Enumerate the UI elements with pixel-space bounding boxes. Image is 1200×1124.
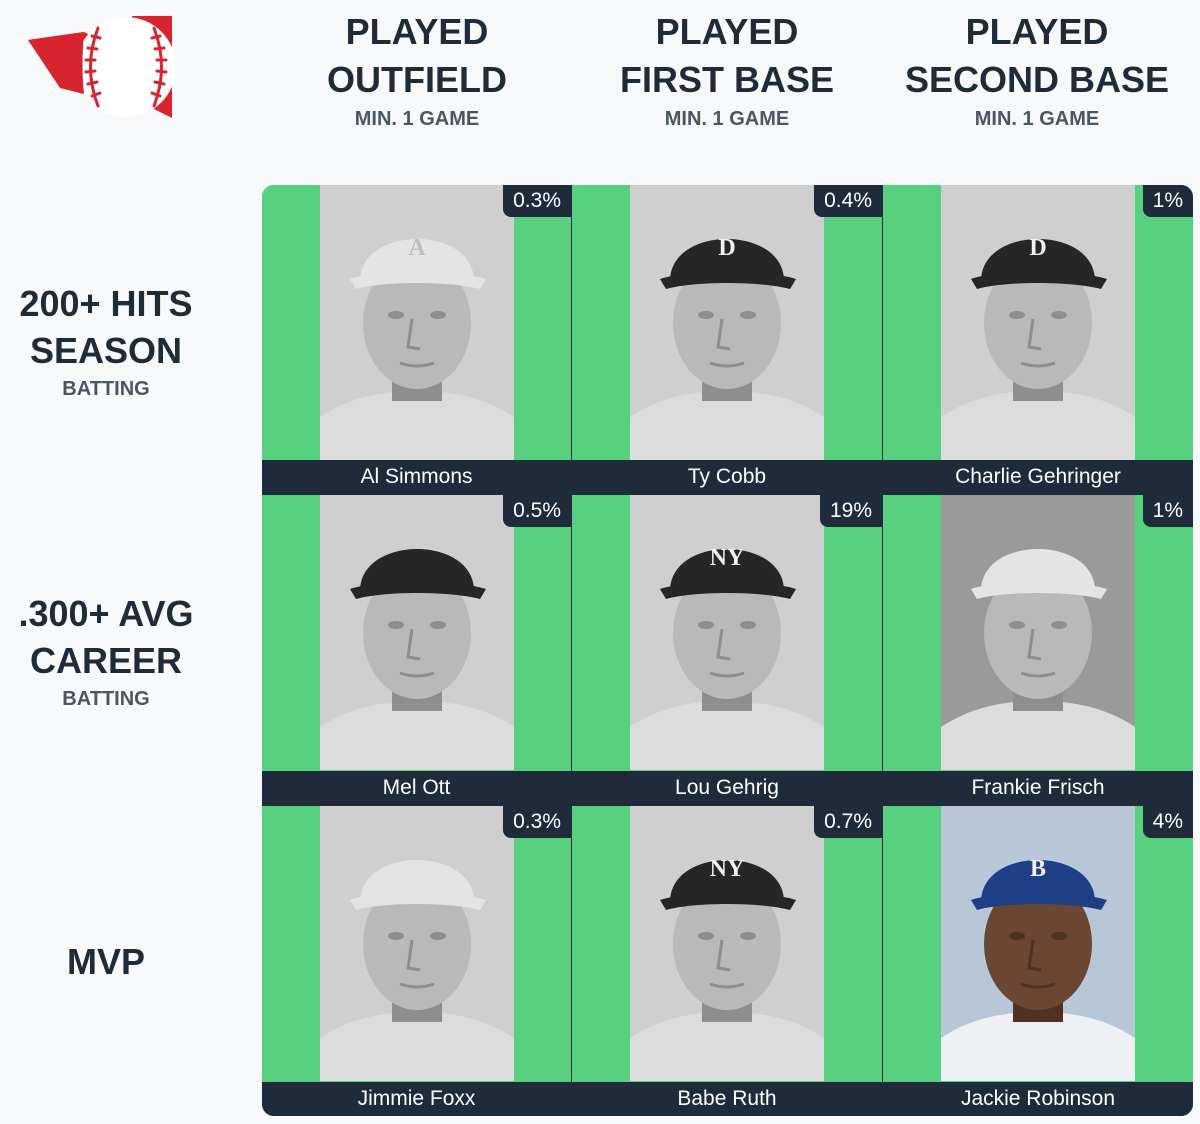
player-name: Jackie Robinson [883,1082,1193,1116]
player-name: Al Simmons [262,460,571,494]
grid-cell-r3-c3[interactable]: B 4% Jackie Robinson [883,806,1193,1116]
column-title-line2: FIRST BASE [619,59,834,100]
rarity-badge: 1% [1142,495,1193,527]
player-name: Charlie Gehringer [883,460,1193,494]
baseball-logo-icon[interactable] [26,14,176,120]
row-subtitle: BATTING [62,688,150,710]
rarity-badge: 0.4% [814,185,882,217]
column-subtitle: MIN. 1 GAME [664,108,790,130]
rarity-badge: 19% [819,495,882,527]
row-header-300-avg: .300+ AVG CAREER BATTING [0,590,212,712]
rarity-badge: 0.7% [814,806,882,838]
player-name: Jimmie Foxx [262,1082,571,1116]
row-title-line1: .300+ AVG [18,593,194,634]
row-header-200-hits: 200+ HITS SEASON BATTING [0,280,212,402]
column-title-line2: OUTFIELD [327,59,507,100]
player-name: Frankie Frisch [883,771,1193,805]
rarity-badge: 0.3% [503,806,571,838]
player-photo [320,495,514,770]
svg-text:NY: NY [710,545,745,571]
grid-cell-r3-c2[interactable]: NY 0.7% Babe Ruth [572,806,882,1116]
svg-text:A: A [408,235,426,261]
player-name: Ty Cobb [572,460,882,494]
grid-cell-r3-c1[interactable]: 0.3% Jimmie Foxx [262,806,571,1116]
grid-cell-r2-c3[interactable]: 1% Frankie Frisch [883,495,1193,805]
player-name: Lou Gehrig [572,771,882,805]
rarity-badge: 4% [1142,806,1193,838]
player-photo: A [320,185,514,460]
row-subtitle: BATTING [62,378,150,400]
svg-text:D: D [1029,235,1046,261]
grid-cell-r1-c1[interactable]: A 0.3% Al Simmons [262,185,571,494]
player-name: Babe Ruth [572,1082,882,1116]
player-photo: NY [630,806,824,1081]
row-title-line2: SEASON [29,330,183,371]
player-photo: D [941,185,1135,460]
rarity-badge: 0.5% [503,495,571,527]
rarity-badge: 0.3% [503,185,571,217]
column-header-second-base: PLAYED SECOND BASE MIN. 1 GAME [882,8,1192,132]
answer-grid: A 0.3% Al Simmons D 0.4% Ty Cobb D 1% Ch… [262,185,1193,1116]
row-title-line2: CAREER [29,640,182,681]
player-name: Mel Ott [262,771,571,805]
row-header-mvp: MVP [0,938,212,985]
column-title-line1: PLAYED [345,11,489,52]
column-header-outfield: PLAYED OUTFIELD MIN. 1 GAME [262,8,572,132]
player-photo: B [941,806,1135,1081]
rarity-badge: 1% [1142,185,1193,217]
row-title-line1: MVP [66,941,145,982]
player-photo [320,806,514,1081]
column-subtitle: MIN. 1 GAME [974,108,1100,130]
svg-text:B: B [1030,856,1046,882]
row-title-line1: 200+ HITS [19,283,193,324]
player-photo: D [630,185,824,460]
player-photo [941,495,1135,770]
column-header-first-base: PLAYED FIRST BASE MIN. 1 GAME [572,8,882,132]
column-title-line1: PLAYED [965,11,1109,52]
svg-text:D: D [718,235,735,261]
column-subtitle: MIN. 1 GAME [354,108,480,130]
grid-cell-r1-c2[interactable]: D 0.4% Ty Cobb [572,185,882,494]
player-photo: NY [630,495,824,770]
svg-text:NY: NY [710,856,745,882]
grid-cell-r2-c2[interactable]: NY 19% Lou Gehrig [572,495,882,805]
grid-cell-r1-c3[interactable]: D 1% Charlie Gehringer [883,185,1193,494]
column-title-line1: PLAYED [655,11,799,52]
grid-cell-r2-c1[interactable]: 0.5% Mel Ott [262,495,571,805]
column-title-line2: SECOND BASE [904,59,1170,100]
